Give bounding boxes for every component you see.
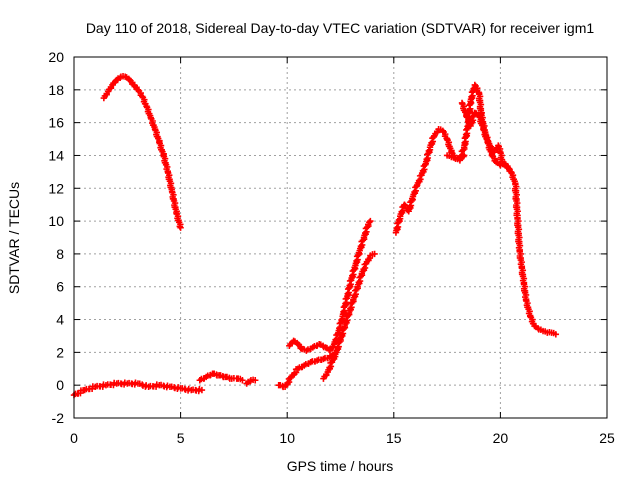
plot-frame <box>73 56 608 419</box>
y-tick-label: 12 <box>48 180 64 196</box>
data-point-markers <box>320 250 378 382</box>
x-tick-label: 20 <box>493 430 509 446</box>
y-tick-label: 6 <box>56 279 64 295</box>
y-tick-label: 16 <box>48 115 64 131</box>
y-tick-label: 14 <box>48 147 64 163</box>
sat-track-a <box>100 73 184 231</box>
sat-track-d <box>243 376 259 387</box>
x-tick-label: 10 <box>279 430 295 446</box>
sat-track-c <box>196 370 246 384</box>
y-tick-label: -2 <box>52 410 65 426</box>
sat-track-i <box>458 99 513 172</box>
sat-track-b <box>70 379 206 399</box>
y-tick-label: 2 <box>56 344 64 360</box>
sat-track-g <box>320 250 378 382</box>
data-point-markers <box>275 349 340 391</box>
y-tick-label: 20 <box>48 49 64 65</box>
data-point-markers <box>196 370 246 384</box>
x-axis-label: GPS time / hours <box>287 458 394 474</box>
x-tick-label: 15 <box>386 430 402 446</box>
data-point-markers <box>100 73 184 231</box>
data-point-markers <box>286 217 374 354</box>
x-tick-label: 25 <box>599 430 615 446</box>
sat-track-j <box>443 152 468 162</box>
y-tick-label: 0 <box>56 377 64 393</box>
grid <box>74 57 607 418</box>
y-axis-label: SDTVAR / TECUs <box>6 182 22 294</box>
sat-track-f <box>286 217 374 354</box>
data-point-markers <box>243 376 259 387</box>
data-point-markers <box>70 379 206 399</box>
data-point-markers <box>443 152 468 162</box>
axes: -2 0 2 4 6 8 10 12 14 16 18 20 0 5 10 15 20 25 <box>48 49 615 446</box>
y-tick-label: 8 <box>56 246 64 262</box>
sat-track-e <box>275 349 340 391</box>
data-points <box>70 73 560 399</box>
x-tick-label: 5 <box>177 430 185 446</box>
y-tick-label: 18 <box>48 82 64 98</box>
data-point-markers <box>458 99 513 172</box>
y-tick-label: 10 <box>48 213 64 229</box>
x-tick-label: 0 <box>70 430 78 446</box>
y-tick-label: 4 <box>56 312 64 328</box>
chart-title: Day 110 of 2018, Sidereal Day-to-day VTE… <box>86 20 595 36</box>
